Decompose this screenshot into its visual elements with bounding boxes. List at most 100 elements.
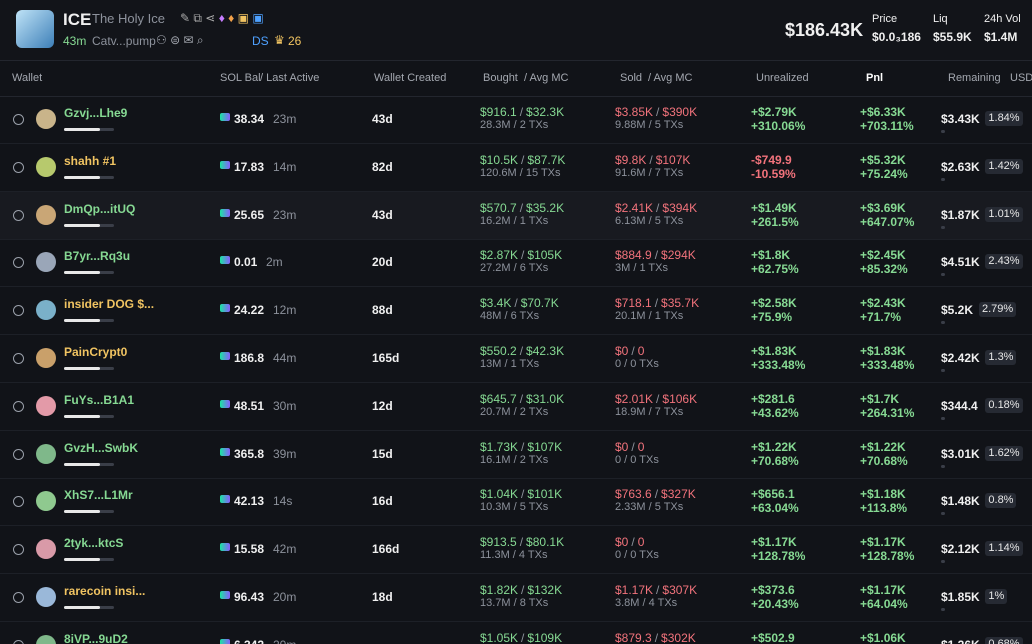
wallet-row[interactable]: insider DOG $... 24.22 12m 88d $3.4K / $70.7K 4… xyxy=(0,287,1032,336)
separator: / xyxy=(521,248,525,263)
separator: / xyxy=(654,487,659,502)
token-address[interactable]: Catv...pump xyxy=(92,34,156,48)
wallet-bar xyxy=(64,606,100,609)
remaining-pct: 1% xyxy=(985,589,1008,604)
wallet-name[interactable]: 8iVP...9uD2 xyxy=(64,631,128,644)
wallet-name[interactable]: XhS7...L1Mr xyxy=(64,488,133,503)
col-bought[interactable]: Bought xyxy=(483,72,518,84)
col-pnl[interactable]: Pnl xyxy=(866,72,884,84)
col-wallet[interactable]: Wallet xyxy=(12,72,43,84)
amount-pair: $1.17K / $307K xyxy=(615,584,697,596)
wallet-name[interactable]: B7yr...Rq3u xyxy=(64,249,131,264)
wallet-row[interactable]: 2tyk...ktcS 15.58 42m 166d $913.5/$80.1K 11.3… xyxy=(0,526,1032,575)
col-sol-bal[interactable]: SOL Bal xyxy=(220,72,261,84)
separator: / xyxy=(519,105,524,119)
sold-detail: 0 / 0 TXs xyxy=(615,549,659,562)
col-unrealized[interactable]: Unrealized xyxy=(756,72,809,84)
sol-balance: 186.8 xyxy=(234,351,265,365)
bought-detail: 10.3M / 5 TXs xyxy=(480,501,549,514)
separator: / xyxy=(521,487,525,502)
amount: $884.9 xyxy=(615,248,652,263)
unrealized-pct: +75.9% xyxy=(751,310,793,325)
pnl: +$6.33K xyxy=(860,105,906,119)
wallet-created: 12d xyxy=(372,398,393,413)
wallet-row[interactable]: XhS7...L1Mr 42.13 14s 16d $1.04K / $101K 10.3M … xyxy=(0,478,1032,527)
wallet-name[interactable]: FuYs...B1A1 xyxy=(64,392,135,407)
unrealized-pct: +20.43% xyxy=(751,597,799,611)
amount: $913.5 xyxy=(480,535,517,550)
col-last-active[interactable]: / Last Active xyxy=(260,72,320,84)
wallet-name[interactable]: DmQp...itUQ xyxy=(64,201,136,216)
sol-balance: 0.01 xyxy=(234,255,258,270)
sol-icon xyxy=(220,447,230,456)
col-usd[interactable]: USD xyxy=(1010,72,1032,84)
last-active: 39m xyxy=(273,446,297,461)
wallet-row[interactable]: DmQp...itUQ 25.65 23m 43d $570.7/$35.2K 16.2M… xyxy=(0,191,1032,240)
wallet-name[interactable]: insider DOG $... xyxy=(64,297,155,312)
wallet-created: 82d xyxy=(372,159,393,174)
col-created[interactable]: Wallet Created xyxy=(374,72,447,84)
last-active: 14s xyxy=(273,494,293,509)
unrealized: +$1.83K xyxy=(751,344,797,358)
column-header: Wallet SOL Bal / Last Active Wallet Crea… xyxy=(0,60,1032,97)
wallet-name[interactable]: 2tyk...ktcS xyxy=(64,536,124,551)
separator: / xyxy=(519,535,524,550)
pnl-pct: +113.8% xyxy=(860,501,908,516)
avg-mc: $294K xyxy=(661,248,696,263)
wallet-row[interactable]: 8iVP...9uD26.34220m$1.05K/$109K$879.3/$3… xyxy=(0,622,1032,644)
wallet-created: 15d xyxy=(372,446,393,461)
wallet-name[interactable]: PainCrypt0 xyxy=(64,345,128,359)
sol-balance: 24.22 xyxy=(234,303,265,318)
holders-count: 26 xyxy=(288,34,302,48)
wallet-row[interactable]: GvzH...SwbK 365.8 39m 15d $1.73K / $107K 16.1M … xyxy=(0,431,1032,479)
col-bought-mc[interactable]: / Avg MC xyxy=(524,72,569,84)
col-sold-mc[interactable]: / Avg MC xyxy=(648,72,693,84)
pnl-pct: +264.31% xyxy=(860,405,915,420)
remaining: $1.87K xyxy=(941,207,980,222)
bought-detail: 16.2M / 1 TXs xyxy=(480,214,549,227)
amount: $570.7 xyxy=(480,200,517,215)
wallet-row[interactable]: PainCrypt0 186.8 44m 165d $550.2/$42.3K 13M /… xyxy=(0,335,1032,383)
amount: $718.1 xyxy=(615,296,652,311)
token-links[interactable]: ⚇ ⊜ ✉ ⌕ xyxy=(156,33,204,47)
row-menu-icon xyxy=(13,114,24,125)
separator: / xyxy=(631,535,635,550)
unrealized-pct: +63.04% xyxy=(751,501,799,516)
wallet-bar xyxy=(64,175,100,179)
dexscreener-link[interactable]: DS xyxy=(252,34,269,48)
market-cap: $186.43K xyxy=(785,20,864,40)
wallet-row[interactable]: shahh #1 17.83 14m 82d $10.5K / $87.7K 120.6M /… xyxy=(0,144,1032,192)
col-sold[interactable]: Sold xyxy=(620,72,643,84)
wallet-name[interactable]: shahh #1 xyxy=(64,153,117,168)
wallet-avatar xyxy=(36,539,56,560)
wallet-row[interactable]: rarecoin insi... 96.43 20m 18d $1.82K / $132K 1… xyxy=(0,574,1032,622)
wallet-row[interactable]: Gzvj...Lhe9 38.34 23m 43d $916.1/$32.3K 28.3M… xyxy=(0,96,1032,144)
wallet-name[interactable]: Gzvj...Lhe9 xyxy=(64,106,128,120)
unrealized-pct: -10.59% xyxy=(751,166,796,181)
bought-detail: 120.6M / 15 TXs xyxy=(480,166,561,179)
separator: / xyxy=(656,105,660,119)
wallet-bar xyxy=(64,223,100,227)
token-actions[interactable]: ✎ ⧉ ⋖ ♦ ♦ ▣ ▣ xyxy=(180,11,264,25)
wallet-bar xyxy=(64,510,100,514)
wallet-row[interactable]: B7yr...Rq3u 0.01 2m 20d $2.87K / $105K 27.2M / … xyxy=(0,239,1032,288)
wallet-row[interactable]: FuYs...B1A1 48.51 30m 12d $645.7/$31.0K 20.7M… xyxy=(0,383,1032,431)
sol-icon xyxy=(220,208,230,217)
amount-pair: $550.2/$42.3K xyxy=(480,345,564,357)
wallet-bar xyxy=(64,367,100,370)
pnl-pct: +333.48% xyxy=(860,358,915,372)
wallet-name[interactable]: rarecoin insi... xyxy=(64,584,146,598)
last-active: 23m xyxy=(273,207,297,222)
separator: / xyxy=(521,630,525,644)
unrealized-pct: +333.48% xyxy=(751,358,806,372)
col-remaining[interactable]: Remaining xyxy=(948,72,1001,84)
amount: $2.87K xyxy=(480,248,519,263)
row-menu-icon xyxy=(13,353,24,364)
avg-mc: $302K xyxy=(661,630,696,644)
wallet-avatar xyxy=(36,252,56,273)
bought-detail: 20.7M / 2 TXs xyxy=(480,405,549,418)
bought-detail: 11.3M / 4 TXs xyxy=(480,549,548,562)
wallet-name[interactable]: GvzH...SwbK xyxy=(64,440,139,455)
pnl-pct: +70.68% xyxy=(860,453,908,468)
